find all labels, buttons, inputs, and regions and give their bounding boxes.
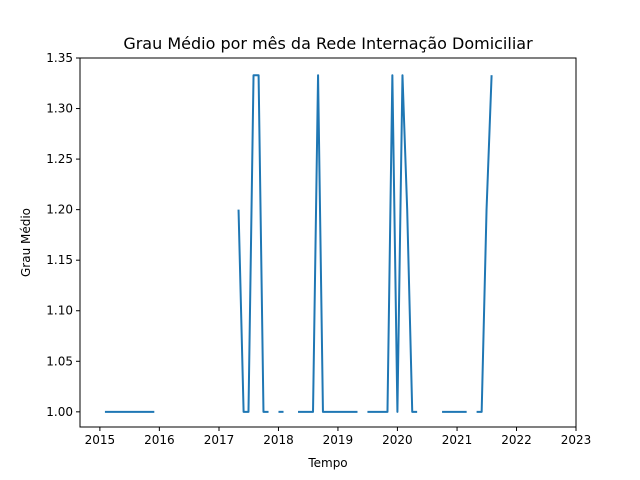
y-axis-ticks: 1.00 1.05 1.10 1.15 1.20 1.25 1.30 1.35 xyxy=(46,51,80,419)
x-tick-label: 2018 xyxy=(263,433,294,447)
y-tick-label: 1.35 xyxy=(46,51,73,65)
x-axis-label: Tempo xyxy=(307,456,347,470)
x-tick-label: 2019 xyxy=(323,433,354,447)
y-tick-label: 1.30 xyxy=(46,102,73,116)
y-axis-label: Grau Médio xyxy=(19,208,33,277)
x-tick-label: 2021 xyxy=(442,433,473,447)
x-tick-label: 2023 xyxy=(561,433,592,447)
y-tick-label: 1.00 xyxy=(46,405,73,419)
series-line-segment xyxy=(367,74,418,413)
y-tick-label: 1.05 xyxy=(46,354,73,368)
series-line-segment xyxy=(298,74,358,413)
x-tick-label: 2015 xyxy=(85,433,116,447)
y-tick-label: 1.15 xyxy=(46,253,73,267)
y-tick-label: 1.20 xyxy=(46,203,73,217)
x-tick-label: 2020 xyxy=(382,433,413,447)
y-tick-label: 1.25 xyxy=(46,152,73,166)
x-axis-ticks: 2015 2016 2017 2018 2019 2020 2021 2022 2023 xyxy=(85,427,592,447)
x-tick-label: 2022 xyxy=(501,433,532,447)
series-line-segment xyxy=(476,75,493,413)
plot-area xyxy=(104,74,493,413)
x-tick-label: 2016 xyxy=(144,433,175,447)
y-tick-label: 1.10 xyxy=(46,304,73,318)
x-tick-label: 2017 xyxy=(204,433,235,447)
chart-title: Grau Médio por mês da Rede Internação Do… xyxy=(123,34,533,53)
plot-frame xyxy=(79,57,577,428)
series-line-segment xyxy=(237,74,269,413)
